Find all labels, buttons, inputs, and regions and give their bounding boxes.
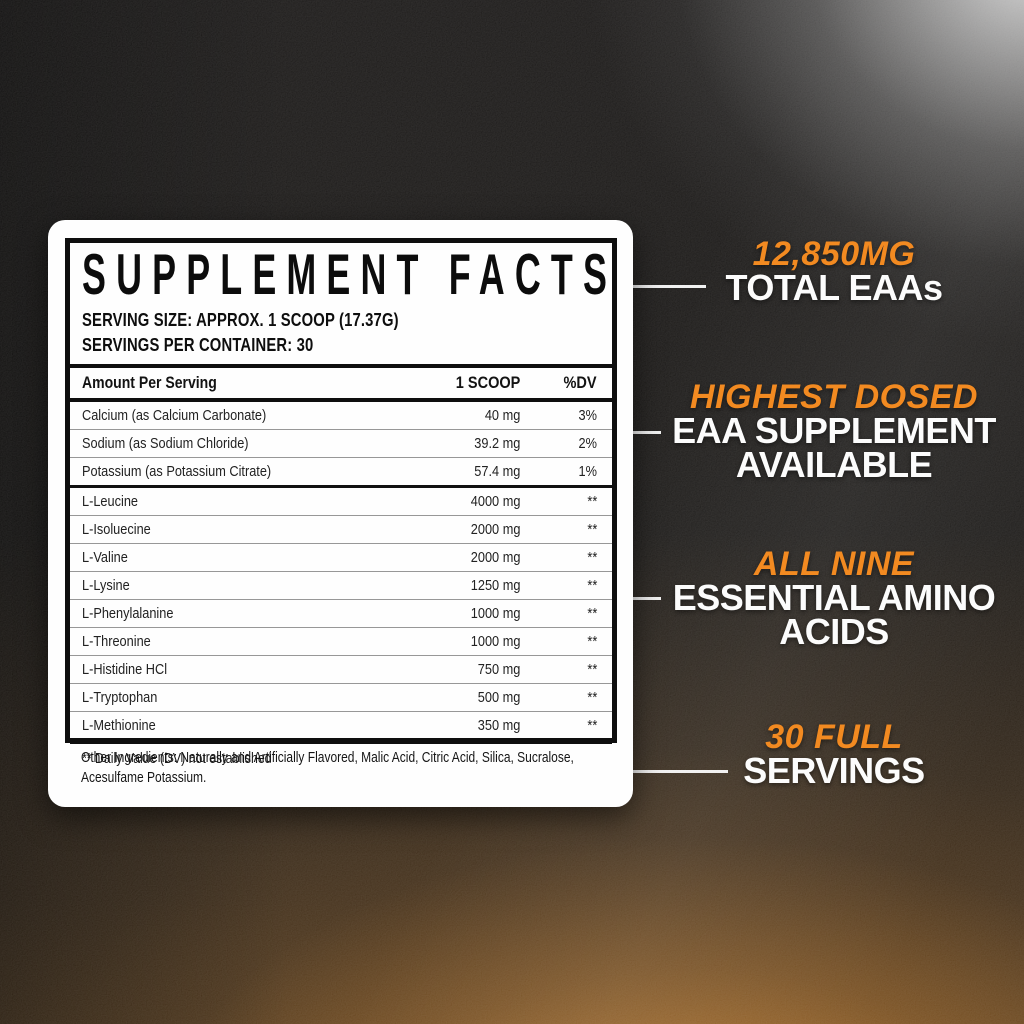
table-row: L-Phenylalanine 1000 mg ** <box>70 599 612 627</box>
ingredient-dv: 2% <box>578 435 597 452</box>
table-row: Calcium (as Calcium Carbonate) 40 mg 3% <box>70 402 612 429</box>
ingredient-dv: 1% <box>578 463 597 480</box>
table-row: Sodium (as Sodium Chloride) 39.2 mg 2% <box>70 429 612 457</box>
ingredient-amount: 2000 mg <box>470 549 520 566</box>
ingredient-name: L-Leucine <box>82 493 139 510</box>
connector-line-servings <box>633 770 728 773</box>
ingredient-amount: 750 mg <box>477 661 520 678</box>
callout-text: SERVINGS <box>743 750 925 791</box>
ingredient-name: L-Tryptophan <box>82 689 158 706</box>
servings-per-container-line: SERVINGS PER CONTAINER: 30 <box>82 333 314 355</box>
ingredient-dv: ** <box>587 689 597 706</box>
ingredient-amount: 57.4 mg <box>473 463 520 480</box>
ingredient-name: L-Methionine <box>82 717 156 734</box>
ingredient-dv: ** <box>587 577 597 594</box>
connector-line-all-nine <box>633 597 661 600</box>
callout-all-nine: ALL NINE ESSENTIAL AMINO ACIDS <box>648 545 1020 652</box>
ingredient-dv: 3% <box>578 407 597 424</box>
callout-highlight: 12,850MG <box>752 235 916 273</box>
other-ingredients: Other Ingredients: Naturally and Artific… <box>81 749 574 786</box>
callout-text: ESSENTIAL AMINO ACIDS <box>672 577 996 652</box>
ingredient-amount: 2000 mg <box>470 521 520 538</box>
ingredient-amount: 40 mg <box>484 407 520 424</box>
ingredient-amount: 500 mg <box>477 689 520 706</box>
serving-size-line: SERVING SIZE: APPROX. 1 SCOOP (17.37G) <box>82 309 399 330</box>
callout-text: EAA SUPPLEMENT AVAILABLE <box>672 410 996 485</box>
header-percent-dv: %DV <box>563 373 597 392</box>
divider-thick <box>70 398 612 402</box>
connector-line-total-eaas <box>633 285 706 288</box>
callout-highlight: ALL NINE <box>753 545 915 583</box>
daily-value-footnote: ** Daily Value (DV) not established <box>82 751 272 767</box>
ingredient-amount: 350 mg <box>477 717 520 734</box>
connector-line-highest-dosed <box>633 431 661 434</box>
ingredient-dv: ** <box>587 549 597 566</box>
callout-highlight: HIGHEST DOSED <box>690 378 978 416</box>
ingredient-dv: ** <box>587 633 597 650</box>
ingredient-dv: ** <box>587 521 597 538</box>
ingredient-amount: 1000 mg <box>470 605 520 622</box>
table-row: L-Valine 2000 mg ** <box>70 543 612 571</box>
table-header-row: Amount Per Serving 1 SCOOP %DV <box>70 368 612 398</box>
ingredient-name: L-Isoluecine <box>82 521 151 538</box>
table-row: L-Histidine HCl 750 mg ** <box>70 655 612 683</box>
ingredient-name: Sodium (as Sodium Chloride) <box>82 435 249 452</box>
table-row: L-Isoluecine 2000 mg ** <box>70 515 612 543</box>
divider-thick <box>70 364 612 368</box>
ingredient-name: L-Threonine <box>82 633 151 650</box>
ingredient-dv: ** <box>587 493 597 510</box>
header-1-scoop: 1 SCOOP <box>455 373 520 392</box>
supplement-facts-panel: SUPPLEMENT FACTS SERVING SIZE: APPROX. 1… <box>65 238 618 767</box>
table-row: L-Tryptophan 500 mg ** <box>70 683 612 711</box>
ingredient-name: Potassium (as Potassium Citrate) <box>82 463 272 480</box>
supplement-facts-title: SUPPLEMENT FACTS <box>82 241 618 307</box>
callout-total-eaas: 12,850MG TOTAL EAAs <box>648 235 1020 308</box>
callout-30-servings: 30 FULL SERVINGS <box>648 718 1020 791</box>
callout-highlight: 30 FULL <box>765 718 903 756</box>
ingredient-amount: 39.2 mg <box>473 435 520 452</box>
table-row: L-Methionine 350 mg ** <box>70 711 612 739</box>
ingredient-name: L-Histidine HCl <box>82 661 168 678</box>
header-amount-per-serving: Amount Per Serving <box>82 373 217 392</box>
ingredient-dv: ** <box>587 661 597 678</box>
callout-text: TOTAL EAAs <box>725 267 943 308</box>
ingredient-amount: 1000 mg <box>470 633 520 650</box>
ingredient-name: L-Lysine <box>82 577 130 594</box>
ingredient-dv: ** <box>587 717 597 734</box>
table-row: L-Leucine 4000 mg ** <box>70 485 612 515</box>
ingredient-table: Calcium (as Calcium Carbonate) 40 mg 3% … <box>70 402 612 739</box>
ingredient-amount: 1250 mg <box>470 577 520 594</box>
ingredient-name: L-Valine <box>82 549 128 566</box>
table-row: L-Lysine 1250 mg ** <box>70 571 612 599</box>
ingredient-dv: ** <box>587 605 597 622</box>
callout-highest-dosed: HIGHEST DOSED EAA SUPPLEMENT AVAILABLE <box>648 378 1020 485</box>
table-row: L-Threonine 1000 mg ** <box>70 627 612 655</box>
ingredient-amount: 4000 mg <box>470 493 520 510</box>
divider-thick <box>70 739 612 744</box>
supplement-label-card: SUPPLEMENT FACTS SERVING SIZE: APPROX. 1… <box>48 220 633 807</box>
ingredient-name: Calcium (as Calcium Carbonate) <box>82 407 267 424</box>
table-row: Potassium (as Potassium Citrate) 57.4 mg… <box>70 457 612 485</box>
ingredient-name: L-Phenylalanine <box>82 605 174 622</box>
